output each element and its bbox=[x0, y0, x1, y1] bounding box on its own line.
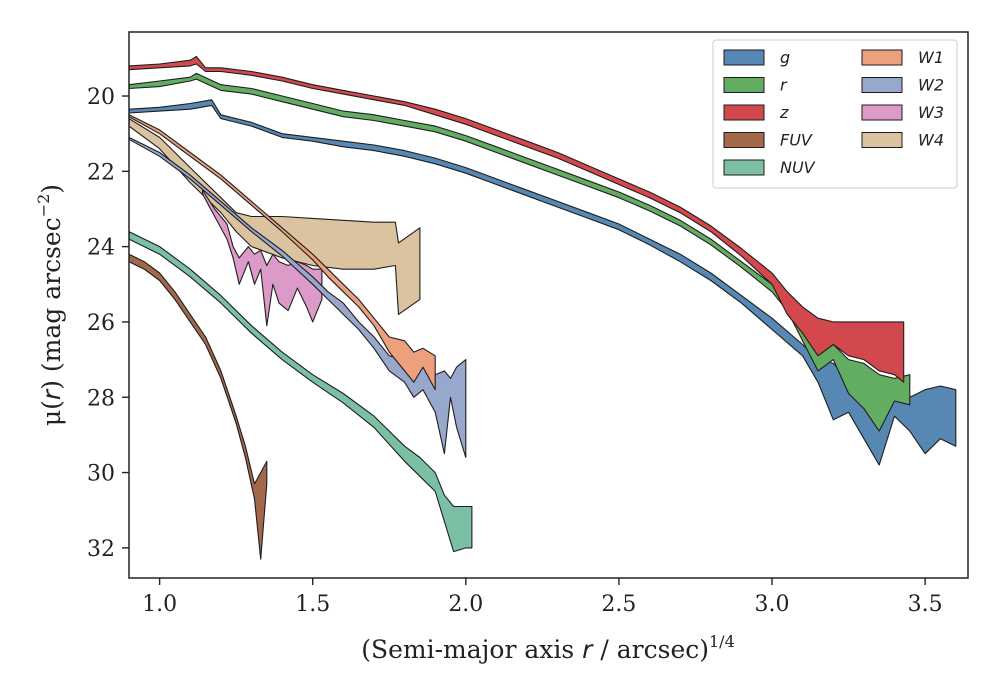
band-w3 bbox=[201, 189, 323, 327]
legend-label-nuv: NUV bbox=[780, 158, 816, 177]
y-tick-label: 22 bbox=[87, 160, 115, 185]
legend-swatch-z bbox=[723, 104, 765, 121]
legend-swatch-w3 bbox=[861, 104, 903, 121]
legend-label-w4: W4 bbox=[918, 131, 944, 150]
x-tick-label: 3.5 bbox=[908, 592, 943, 617]
profile-bands bbox=[129, 55, 957, 560]
legend: grz FUV NUV W1 W2 W3 W4 bbox=[712, 39, 958, 189]
band-nuv bbox=[129, 231, 473, 553]
x-axis-title: (Semi-major axis r / arcsec)1/4 bbox=[361, 632, 735, 664]
y-tick-label: 32 bbox=[87, 537, 115, 562]
legend-label-w2: W2 bbox=[918, 76, 944, 95]
plot-frame bbox=[128, 31, 969, 579]
legend-label-w3: W3 bbox=[918, 103, 944, 122]
legend-swatch-g bbox=[723, 49, 765, 66]
legend-label-r: r bbox=[780, 76, 788, 95]
band-z bbox=[129, 55, 905, 383]
x-tick-label: 1.5 bbox=[295, 592, 330, 617]
legend-label-fuv: FUV bbox=[780, 131, 813, 150]
legend-swatch-fuv bbox=[723, 132, 765, 148]
x-tick-label: 2.5 bbox=[601, 592, 636, 617]
legend-swatch-w2 bbox=[861, 77, 903, 93]
band-fuv bbox=[129, 253, 268, 560]
x-tick-label: 1.0 bbox=[142, 592, 177, 617]
y-tick-label: 20 bbox=[87, 85, 115, 110]
y-tick-label: 26 bbox=[87, 311, 115, 336]
legend-swatch-w1 bbox=[861, 49, 903, 66]
x-axis: 1.0 1.5 2.0 2.5 3.0 3.5 bbox=[142, 578, 943, 617]
band-w4 bbox=[129, 118, 421, 315]
y-axis-title: μ(r) (mag arcsec−2) bbox=[34, 184, 66, 426]
legend-swatch-r bbox=[723, 77, 765, 93]
legend-label-w1: W1 bbox=[918, 48, 944, 67]
legend-swatch-nuv bbox=[723, 159, 765, 176]
y-tick-label: 28 bbox=[87, 386, 115, 411]
x-tick-label: 2.0 bbox=[448, 592, 483, 617]
legend-label-g: g bbox=[780, 48, 790, 67]
legend-label-z: z bbox=[779, 103, 789, 122]
legend-swatch-w4 bbox=[861, 132, 903, 148]
band-g bbox=[129, 99, 957, 466]
y-tick-label: 24 bbox=[87, 236, 115, 261]
x-tick-label: 3.0 bbox=[755, 592, 790, 617]
y-tick-label: 30 bbox=[87, 462, 115, 487]
band-w1 bbox=[129, 114, 436, 391]
y-axis: 20 22 24 26 28 30 32 bbox=[87, 85, 129, 562]
band-r bbox=[129, 72, 911, 432]
band-w2 bbox=[129, 136, 467, 459]
